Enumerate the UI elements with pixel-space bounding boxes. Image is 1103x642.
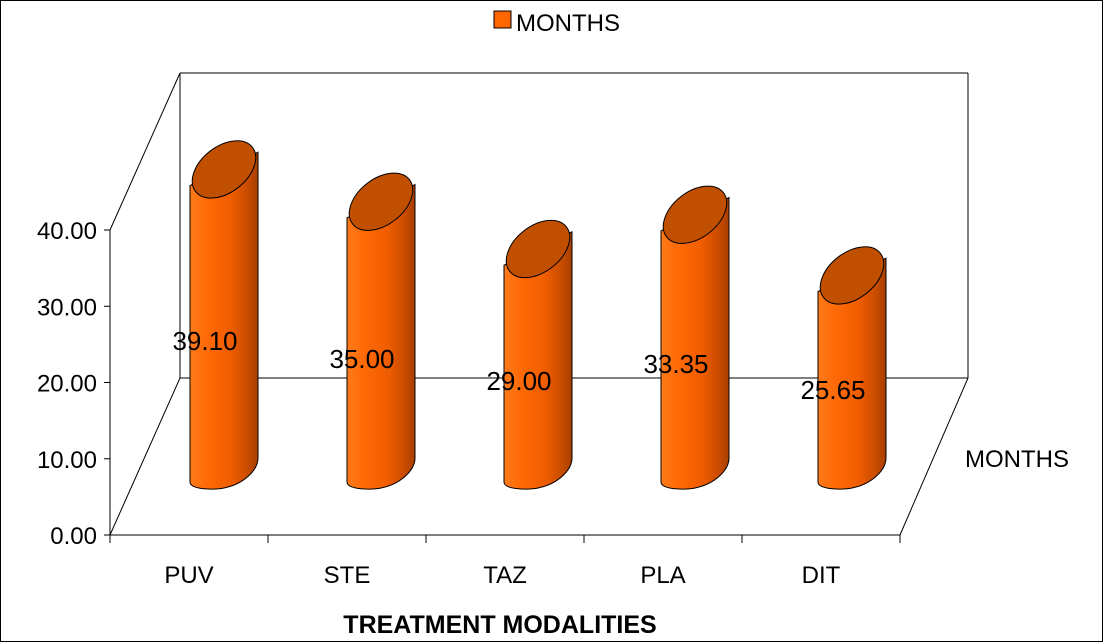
x-tick-label: TAZ xyxy=(483,562,527,589)
x-tick-label: PUV xyxy=(164,562,213,589)
x-tick-label: STE xyxy=(324,562,371,589)
bar-top xyxy=(662,185,728,244)
bar-top xyxy=(505,219,571,279)
legend-swatch xyxy=(493,10,512,29)
bar-body xyxy=(189,151,259,490)
y-tick-label: 30.00 xyxy=(37,294,97,321)
bar-dit xyxy=(817,246,887,490)
bar-series xyxy=(189,140,887,490)
bar-body xyxy=(660,196,730,490)
x-tick-label: PLA xyxy=(640,562,685,589)
y-tick-label: 0.00 xyxy=(50,523,97,550)
bar-top xyxy=(348,172,414,231)
y-tick-label: 10.00 xyxy=(37,447,97,474)
bar-body xyxy=(503,230,573,490)
bar-taz xyxy=(503,219,573,490)
x-axis-ticks: PUV STE TAZ PLA DIT xyxy=(109,535,901,589)
side-wall-top xyxy=(109,72,181,231)
bar-pla xyxy=(660,185,730,490)
floor-left-edge xyxy=(109,377,181,536)
data-label: 35.00 xyxy=(329,344,394,374)
data-labels: 39.10 35.00 29.00 33.35 25.65 xyxy=(172,326,865,405)
data-label: 39.10 xyxy=(172,326,237,356)
data-label: 29.00 xyxy=(486,366,551,396)
bar-body xyxy=(346,183,416,490)
floor-right-edge xyxy=(899,377,969,536)
bar-top xyxy=(191,140,257,199)
data-label: 25.65 xyxy=(800,375,865,405)
bar-ste xyxy=(346,172,416,490)
x-axis-title: TREATMENT MODALITIES xyxy=(343,611,656,639)
bar-body xyxy=(817,257,887,490)
y-tick-label: 40.00 xyxy=(37,218,97,245)
y-axis-ticks: 0.00 10.00 20.00 30.00 40.00 xyxy=(37,218,110,550)
depth-axis-label: MONTHS xyxy=(965,446,1069,473)
bar-top xyxy=(819,246,885,305)
y-tick-label: 20.00 xyxy=(37,371,97,398)
data-label: 33.35 xyxy=(643,349,708,379)
bar-puv xyxy=(189,140,259,490)
x-tick-label: DIT xyxy=(802,562,841,589)
legend: MONTHS xyxy=(493,10,620,37)
legend-label: MONTHS xyxy=(516,10,620,37)
